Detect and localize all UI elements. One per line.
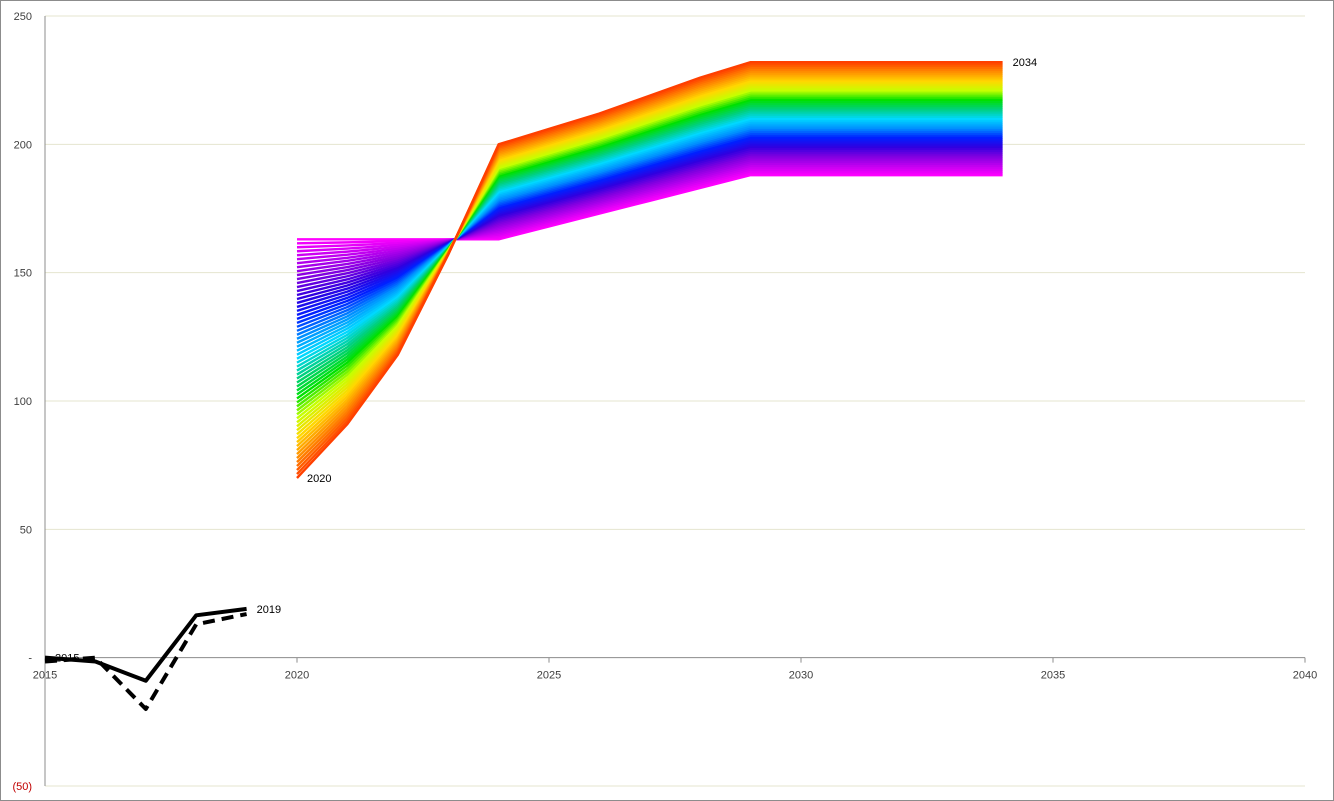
fan-series-line <box>296 160 1003 269</box>
fan-series-line <box>296 79 1003 440</box>
fan-series-group <box>296 61 1003 479</box>
history-series-group <box>44 606 247 711</box>
y-tick-label: - <box>28 653 32 665</box>
history-solid-line <box>44 606 247 683</box>
fan-series-line <box>296 104 1003 388</box>
fan-series-line <box>296 108 1003 380</box>
fan-series-line <box>296 156 1003 277</box>
fan-series-line <box>296 100 1003 396</box>
fan-series-line <box>296 170 1003 249</box>
fan-series-line <box>296 149 1003 293</box>
fan-series-line <box>296 111 1003 372</box>
fan-series-line <box>296 89 1003 420</box>
annotation-labels: 2015 2019 2020 2034 <box>55 57 1037 664</box>
x-tick-label: 2015 <box>33 670 57 682</box>
fan-series-line <box>296 64 1003 471</box>
fan-series-line <box>296 158 1003 273</box>
fan-series-line <box>296 81 1003 436</box>
fan-series-line <box>296 126 1003 340</box>
fan-series-line <box>296 119 1003 356</box>
fan-series-line <box>296 143 1003 305</box>
fan-series-line <box>296 138 1003 317</box>
fan-series-line <box>296 109 1003 376</box>
series-end-label: 2015 <box>55 653 79 665</box>
fan-series-line <box>296 153 1003 285</box>
fan-series-line <box>296 147 1003 297</box>
fan-series-line <box>296 115 1003 364</box>
fan-series-line <box>296 66 1003 467</box>
fan-series-line <box>296 124 1003 344</box>
fan-series-line <box>296 172 1003 245</box>
fan-series-line <box>296 85 1003 428</box>
gridlines <box>45 15 1305 787</box>
fan-series-line <box>296 113 1003 368</box>
y-tick-label: 250 <box>14 11 32 23</box>
x-tick-label: 2040 <box>1293 670 1317 682</box>
fan-series-line <box>296 123 1003 348</box>
y-tick-label: 50 <box>20 524 32 536</box>
fan-series-line <box>296 151 1003 289</box>
fan-series-line <box>296 87 1003 424</box>
fan-series-line <box>296 106 1003 384</box>
fan-series-line <box>296 134 1003 324</box>
fan-series-line <box>297 173 1003 241</box>
fan-series-line <box>296 166 1003 257</box>
fan-series-line <box>296 92 1003 412</box>
fan-series-line <box>296 162 1003 265</box>
fan-series-line <box>296 61 1003 479</box>
series-end-label: 2019 <box>257 604 281 616</box>
series-end-label: 2034 <box>1013 57 1037 69</box>
fan-series-line <box>296 83 1003 432</box>
y-tick-label: 100 <box>14 396 32 408</box>
y-tick-label: (50) <box>12 781 32 793</box>
fan-series-line <box>296 77 1003 444</box>
fan-series-line <box>296 164 1003 261</box>
fan-series-line <box>296 136 1003 321</box>
fan-series-line <box>296 117 1003 360</box>
x-tick-label: 2020 <box>285 670 309 682</box>
fan-series-line <box>296 96 1003 404</box>
fan-series-line <box>296 141 1003 309</box>
fan-series-line <box>296 76 1003 448</box>
fan-series-line <box>296 94 1003 408</box>
fan-series-line <box>296 70 1003 459</box>
fan-series-line <box>296 62 1003 475</box>
fan-series-line <box>296 128 1003 336</box>
fan-series-line <box>296 140 1003 313</box>
fan-series-line <box>296 132 1003 328</box>
fan-series-line <box>296 130 1003 332</box>
fan-series-line <box>296 68 1003 463</box>
fan-series-line <box>296 72 1003 455</box>
fan-series-line <box>296 168 1003 253</box>
fan-series-line <box>296 74 1003 452</box>
x-tick-label: 2035 <box>1041 670 1065 682</box>
y-tick-label: 150 <box>14 268 32 280</box>
history-dashed-line <box>44 612 247 711</box>
fan-series-line <box>296 102 1003 392</box>
x-tick-label: 2030 <box>789 670 813 682</box>
fan-series-line <box>296 145 1003 301</box>
y-tick-label: 200 <box>14 139 32 151</box>
fan-series-line <box>296 121 1003 352</box>
series-end-label: 2020 <box>307 473 331 485</box>
fan-series-line <box>296 91 1003 416</box>
x-tick-label: 2025 <box>537 670 561 682</box>
fan-series-line <box>296 155 1003 281</box>
fan-series-line <box>296 98 1003 400</box>
